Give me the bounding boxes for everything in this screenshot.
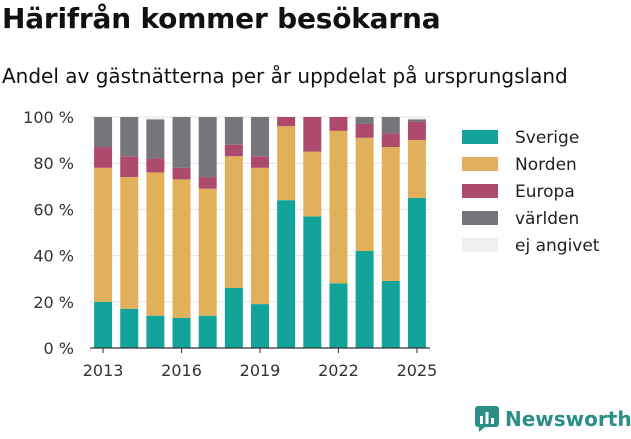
legend-label: Norden <box>515 155 577 175</box>
bar-segment <box>146 172 165 316</box>
bar-segment <box>251 167 269 305</box>
bar-segment <box>198 188 217 316</box>
stacked-bar-chart: 0 % 20 % 40 % 60 % 80 % 100 % 2013 2016 2019 2022… <box>23 108 600 380</box>
legend-swatch <box>462 211 498 225</box>
legend-label: Europa <box>515 182 575 202</box>
bars <box>94 117 426 348</box>
legend: Sverige Norden Europa världen ej angivet <box>462 128 600 256</box>
legend-swatch <box>462 184 498 198</box>
bar-segment <box>94 301 113 348</box>
bar-segment <box>120 156 139 178</box>
bar-segment <box>198 177 217 189</box>
bar-segment <box>355 117 374 124</box>
bar-segment <box>251 304 269 348</box>
bar-segment <box>407 119 426 122</box>
bar-segment <box>146 119 165 159</box>
bar-segment <box>120 308 139 348</box>
bar-segment <box>224 144 243 157</box>
bar-segment <box>277 126 296 201</box>
bar-segment <box>277 117 296 127</box>
chart-subtitle: Andel av gästnätterna per år uppdelat på… <box>2 64 568 88</box>
y-tick-label: 0 % <box>44 339 74 358</box>
legend-swatch <box>462 130 498 144</box>
bar-segment <box>172 317 191 348</box>
y-tick-label: 100 % <box>23 108 74 127</box>
legend-swatch <box>462 238 498 252</box>
legend-label: ej angivet <box>515 236 600 256</box>
bar-segment <box>146 117 165 120</box>
bar-segment <box>277 200 296 348</box>
bar-segment <box>172 167 191 180</box>
bar-segment <box>407 197 426 348</box>
y-tick-label: 80 % <box>33 154 74 173</box>
bar-segment <box>355 250 374 348</box>
brand-name: Newsworthy <box>505 407 631 431</box>
bar-segment <box>224 287 243 348</box>
y-tick-label: 40 % <box>33 247 74 266</box>
y-tick-label: 60 % <box>33 200 74 219</box>
legend-label: Sverige <box>515 128 579 148</box>
newsworthy-logo-icon <box>475 406 499 432</box>
legend-label: världen <box>515 209 579 229</box>
bar-segment <box>224 156 243 288</box>
x-tick-label: 2013 <box>83 361 124 380</box>
bar-segment <box>381 133 400 148</box>
bar-segment <box>407 121 426 141</box>
bar-segment <box>329 130 348 284</box>
bar-segment <box>381 117 400 134</box>
chart-title: Härifrån kommer besökarna <box>2 2 441 35</box>
y-tick-label: 20 % <box>33 293 74 312</box>
bar-segment <box>94 147 113 168</box>
bar-segment <box>355 123 374 138</box>
bar-segment <box>146 158 165 173</box>
x-tick-label: 2019 <box>240 361 281 380</box>
bar-segment <box>198 117 217 178</box>
newsworthy-logo: Newsworthy <box>475 406 631 432</box>
bar-segment <box>120 177 139 309</box>
x-tick-label: 2025 <box>397 361 438 380</box>
bar-segment <box>303 216 322 348</box>
bar-segment <box>120 117 139 157</box>
bar-segment <box>146 315 165 348</box>
bar-segment <box>303 151 322 217</box>
bar-segment <box>303 117 322 152</box>
bar-segment <box>381 281 400 348</box>
bar-segment <box>172 179 191 318</box>
bar-segment <box>381 147 400 282</box>
bar-segment <box>355 137 374 251</box>
bar-segment <box>407 117 426 120</box>
x-tick-label: 2022 <box>318 361 359 380</box>
bar-segment <box>94 167 113 302</box>
x-tick-label: 2016 <box>161 361 202 380</box>
bar-segment <box>251 156 269 168</box>
bar-segment <box>224 117 243 145</box>
bar-segment <box>94 117 113 148</box>
legend-swatch <box>462 157 498 171</box>
axes: 0 % 20 % 40 % 60 % 80 % 100 % 2013 2016 2019 2022… <box>23 108 437 380</box>
bar-segment <box>251 117 269 157</box>
bar-segment <box>329 117 348 131</box>
bar-segment <box>407 140 426 198</box>
bar-segment <box>198 315 217 348</box>
bar-segment <box>172 117 191 168</box>
bar-segment <box>329 283 348 348</box>
